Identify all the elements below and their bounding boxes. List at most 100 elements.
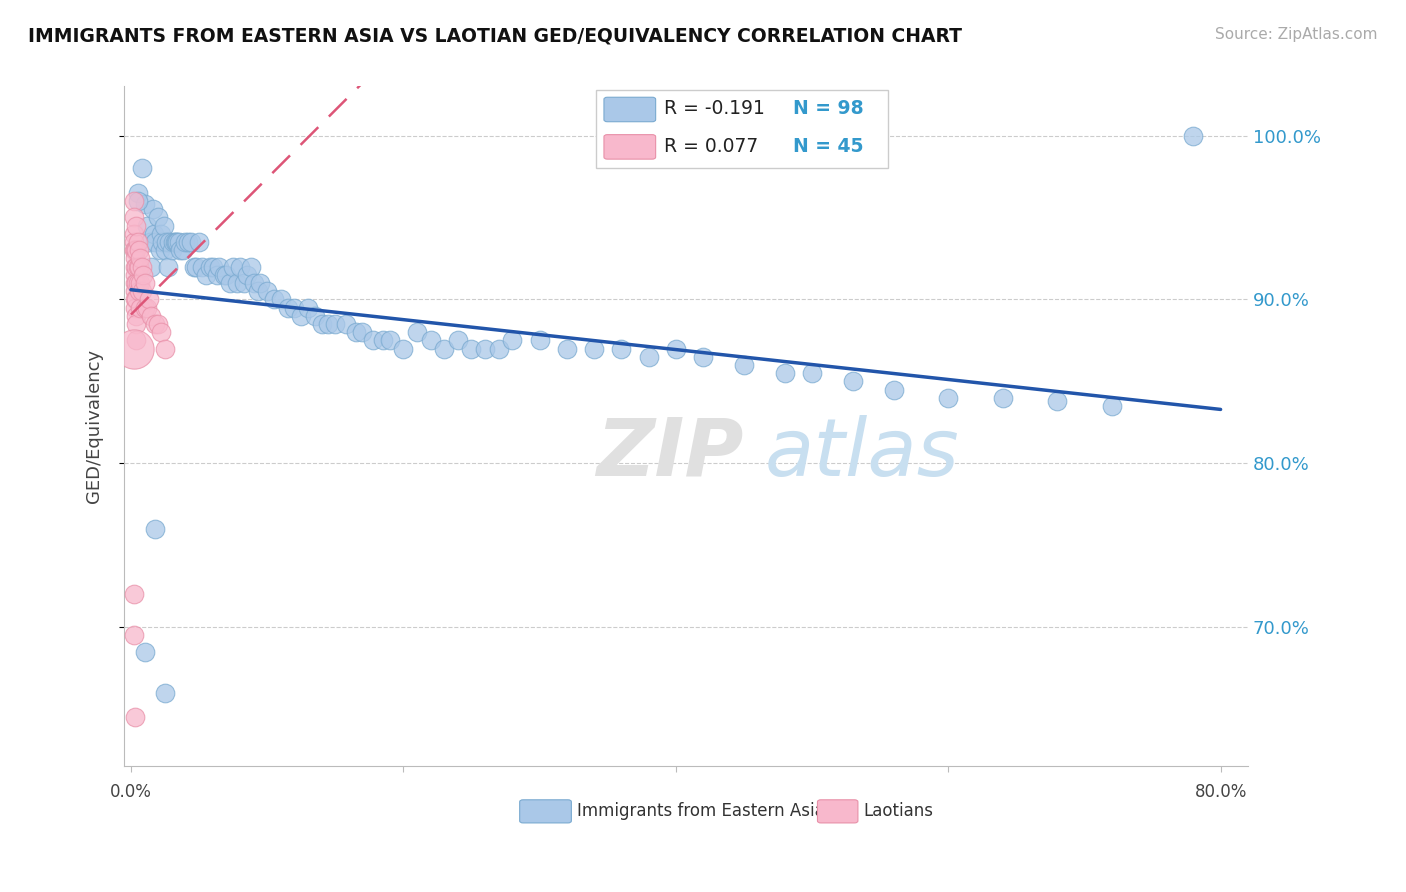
Point xyxy=(610,342,633,356)
Point xyxy=(991,391,1014,405)
Point xyxy=(555,342,578,356)
Point xyxy=(125,260,148,274)
Point xyxy=(733,358,755,372)
Point xyxy=(270,293,292,307)
Point xyxy=(235,268,257,282)
Point xyxy=(433,342,456,356)
Text: Source: ZipAtlas.com: Source: ZipAtlas.com xyxy=(1215,27,1378,42)
Point xyxy=(304,309,326,323)
Point xyxy=(344,325,367,339)
Point xyxy=(124,260,146,274)
Point xyxy=(145,317,167,331)
Point xyxy=(128,284,150,298)
Point xyxy=(177,235,200,249)
Point xyxy=(239,260,262,274)
Point xyxy=(186,260,208,274)
Point xyxy=(124,244,146,258)
Point xyxy=(153,686,176,700)
Point xyxy=(277,301,299,315)
Point xyxy=(392,342,415,356)
Point xyxy=(124,268,146,282)
Point xyxy=(124,284,146,298)
Point xyxy=(162,235,184,249)
Point xyxy=(222,260,245,274)
Point xyxy=(1046,394,1069,409)
Point xyxy=(148,317,170,331)
Point xyxy=(122,342,145,356)
Point xyxy=(148,244,170,258)
Point xyxy=(125,276,148,290)
Point xyxy=(145,235,167,249)
Point xyxy=(174,235,197,249)
Text: Laotians: Laotians xyxy=(863,802,934,820)
Point xyxy=(297,301,319,315)
Text: R = -0.191: R = -0.191 xyxy=(664,99,765,119)
Point xyxy=(136,301,159,315)
Point xyxy=(167,235,190,249)
FancyBboxPatch shape xyxy=(605,135,655,159)
Point xyxy=(122,211,145,225)
Point xyxy=(134,276,156,290)
Point xyxy=(263,293,285,307)
Point xyxy=(125,334,148,348)
Point xyxy=(501,334,523,348)
Point xyxy=(148,211,170,225)
Point xyxy=(249,276,271,290)
Point xyxy=(129,252,152,266)
Point xyxy=(172,244,194,258)
Point xyxy=(406,325,429,339)
Point xyxy=(665,342,688,356)
Point xyxy=(127,194,149,208)
Point xyxy=(419,334,441,348)
Point xyxy=(149,227,172,241)
Point xyxy=(447,334,470,348)
Point xyxy=(212,268,235,282)
Point xyxy=(156,260,179,274)
Point xyxy=(122,235,145,249)
Point xyxy=(488,342,510,356)
Point xyxy=(153,342,176,356)
FancyBboxPatch shape xyxy=(596,90,889,168)
Text: Immigrants from Eastern Asia: Immigrants from Eastern Asia xyxy=(576,802,825,820)
Point xyxy=(127,186,149,200)
Point xyxy=(125,317,148,331)
Point xyxy=(128,260,150,274)
Point xyxy=(124,252,146,266)
Point xyxy=(124,293,146,307)
Text: R = 0.077: R = 0.077 xyxy=(664,136,758,156)
Point xyxy=(692,350,714,364)
Point xyxy=(134,197,156,211)
Point xyxy=(155,235,177,249)
Point xyxy=(122,587,145,601)
Point xyxy=(188,235,211,249)
Point xyxy=(132,268,155,282)
Point xyxy=(166,235,188,249)
Point xyxy=(152,219,174,233)
Point xyxy=(138,293,160,307)
Point xyxy=(129,301,152,315)
Point xyxy=(122,244,145,258)
Text: 80.0%: 80.0% xyxy=(1195,783,1247,801)
Point xyxy=(191,260,214,274)
Point xyxy=(124,710,146,724)
Point xyxy=(145,522,167,536)
Text: N = 45: N = 45 xyxy=(793,136,863,156)
FancyBboxPatch shape xyxy=(605,97,655,121)
Point xyxy=(205,268,228,282)
Point xyxy=(363,334,385,348)
Point xyxy=(208,260,231,274)
Point xyxy=(246,284,269,298)
Point xyxy=(141,260,163,274)
Point xyxy=(335,317,357,331)
Point xyxy=(153,244,176,258)
Point xyxy=(149,325,172,339)
Point xyxy=(163,235,186,249)
Point xyxy=(141,309,163,323)
FancyBboxPatch shape xyxy=(817,800,858,823)
Point xyxy=(637,350,659,364)
Point xyxy=(134,301,156,315)
Point xyxy=(371,334,394,348)
Point xyxy=(219,276,242,290)
Text: atlas: atlas xyxy=(765,415,959,492)
Point xyxy=(125,244,148,258)
